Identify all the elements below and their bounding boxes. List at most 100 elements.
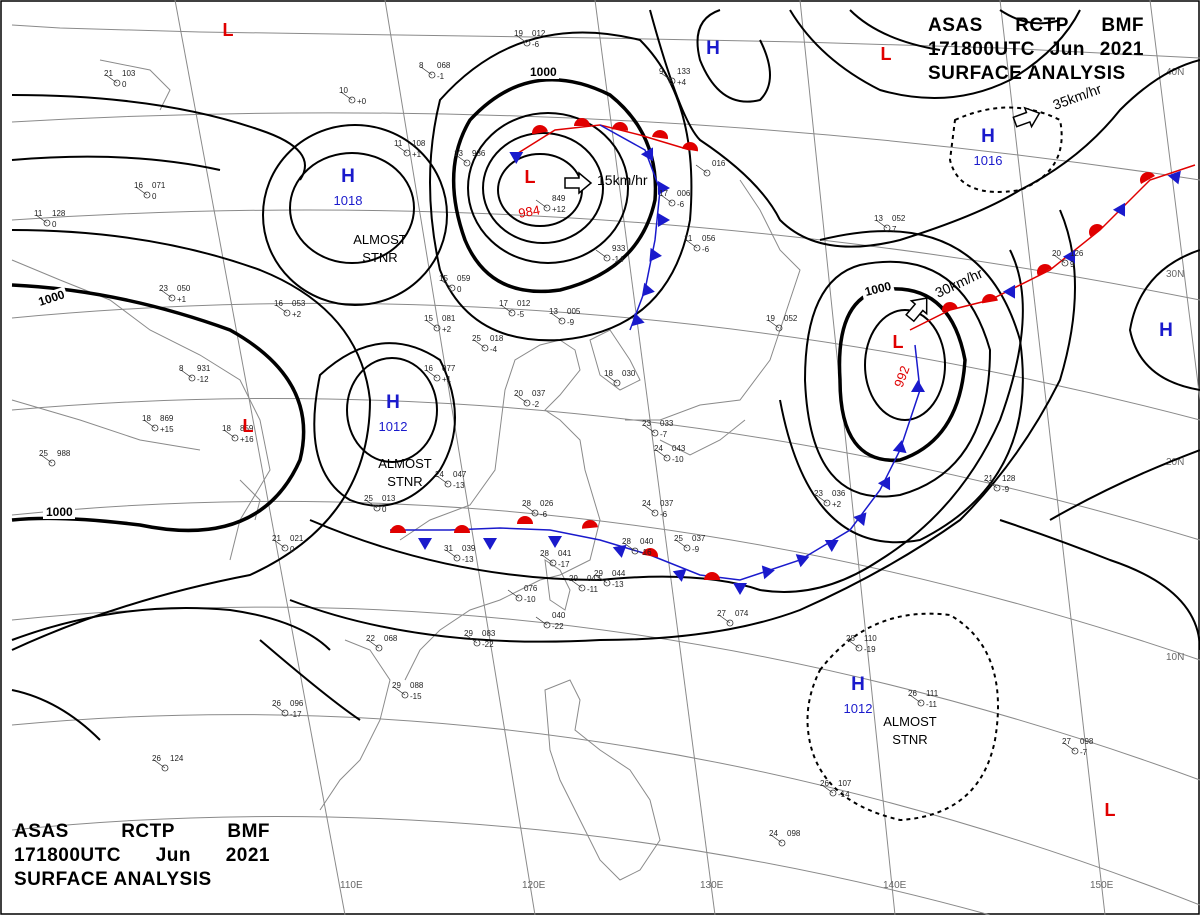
station-circle — [444, 480, 452, 488]
station-pressure: 076 — [524, 584, 538, 593]
station-pressure: 111 — [926, 689, 939, 698]
station-temp: 11 — [684, 234, 693, 243]
high-symbol: H — [341, 166, 355, 187]
header-product: BMF — [1101, 15, 1144, 36]
station-circle — [829, 789, 837, 797]
station-circle — [473, 639, 481, 647]
cold-front-barb — [795, 554, 810, 568]
station-plot: 28 026 -6 — [522, 499, 554, 519]
high-symbol: H — [981, 126, 995, 147]
station-plot: 25 037 -9 — [674, 534, 706, 554]
station-circle — [433, 374, 441, 382]
station-tendency: -10 — [524, 595, 536, 604]
motion-arrow — [905, 297, 928, 323]
station-circle — [631, 547, 639, 555]
station-circle — [281, 709, 289, 717]
station-pressure: 052 — [892, 214, 906, 223]
station-temp: 23 — [814, 489, 823, 498]
lon-label: 130E — [700, 880, 724, 891]
station-tendency: 7 — [892, 225, 897, 234]
station-circle — [375, 644, 383, 652]
station-circle — [1071, 747, 1079, 755]
front-line — [599, 124, 661, 331]
station-pressure: 933 — [612, 244, 626, 253]
isobar-label: 1000 — [530, 65, 557, 79]
station-pressure: 016 — [712, 159, 726, 168]
isobar-label: 1000 — [46, 505, 73, 519]
station-temp: 8 — [419, 61, 424, 70]
movement-note: STNR — [387, 474, 422, 489]
station-plot: 20 126 9 — [1052, 249, 1084, 269]
wind-barb — [770, 834, 783, 844]
station-tendency: +1 — [177, 295, 187, 304]
station-tendency: -13 — [612, 580, 624, 589]
station-tendency: -6 — [702, 245, 710, 254]
station-tendency: -22 — [482, 640, 494, 649]
station-temp: 18 — [222, 424, 231, 433]
wind-barb — [523, 504, 536, 514]
station-pressure: 044 — [612, 569, 626, 578]
station-circle — [143, 191, 151, 199]
station-circle — [463, 159, 471, 167]
station-plot: 28 110 -19 — [846, 634, 877, 654]
station-temp: 28 — [622, 537, 631, 546]
wind-barb — [515, 394, 528, 404]
station-plot: 26 096 -17 — [272, 699, 304, 719]
high-symbol: H — [851, 674, 865, 695]
station-circle — [603, 579, 611, 587]
station-circle — [883, 224, 891, 232]
station-temp: 17 — [499, 299, 508, 308]
wind-barb — [909, 694, 922, 704]
footer-time: 171800UTC — [14, 845, 121, 866]
high-symbol: H — [1159, 320, 1173, 341]
station-circle — [403, 149, 411, 157]
station-plot: 16 053 +2 — [274, 299, 306, 319]
station-temp: 21 — [272, 534, 281, 543]
footer-month: Jun — [155, 845, 191, 866]
station-temp: 19 — [766, 314, 775, 323]
pressure-systems: H1018ALMOSTSTNRH1012ALMOSTSTNRL98415km/h… — [223, 20, 1173, 820]
station-tendency: 0 — [152, 192, 157, 201]
station-pressure: 018 — [490, 334, 504, 343]
cold-front-barb — [641, 282, 655, 297]
station-temp: 31 — [444, 544, 453, 553]
movement-note: ALMOST — [883, 714, 937, 729]
isobar-label-bg — [860, 278, 895, 300]
station-tendency: -7 — [1080, 748, 1088, 757]
station-pressure: 053 — [292, 299, 306, 308]
lat-label: 20N — [1166, 457, 1184, 468]
motion-speed: 30km/hr — [933, 265, 986, 301]
warm-front-barb — [582, 520, 598, 529]
station-tendency: +1 — [442, 375, 452, 384]
station-circle — [703, 169, 711, 177]
station-tendency: -19 — [864, 645, 876, 654]
station-tendency: -7 — [660, 430, 668, 439]
cold-front-barb — [649, 247, 662, 262]
station-circle — [161, 764, 169, 772]
wind-barb — [473, 339, 486, 349]
station-circle — [543, 204, 551, 212]
warm-front-barb — [612, 122, 628, 131]
station-temp: 27 — [1062, 737, 1071, 746]
station-plot: 016 — [695, 159, 726, 177]
station-pressure: 083 — [482, 629, 496, 638]
station-tendency: 0 — [457, 285, 462, 294]
station-temp: 19 — [514, 29, 523, 38]
station-tendency: -17 — [290, 710, 302, 719]
isobar-label-bg — [43, 505, 75, 519]
station-pressure: 036 — [832, 489, 846, 498]
low-pressure-center: L 992 30km/hr — [891, 265, 985, 390]
station-pressure: 068 — [384, 634, 398, 643]
wind-barb — [273, 539, 286, 549]
wind-barb — [393, 686, 406, 696]
station-temp: 25 — [674, 534, 683, 543]
station-circle — [993, 484, 1001, 492]
cold-front-barb — [761, 565, 775, 580]
wind-barb — [425, 369, 438, 379]
station-plot: 21 021 0 — [272, 534, 304, 554]
station-circle — [113, 79, 121, 87]
cold-front-barb — [892, 440, 907, 454]
station-pressure: 107 — [838, 779, 852, 788]
